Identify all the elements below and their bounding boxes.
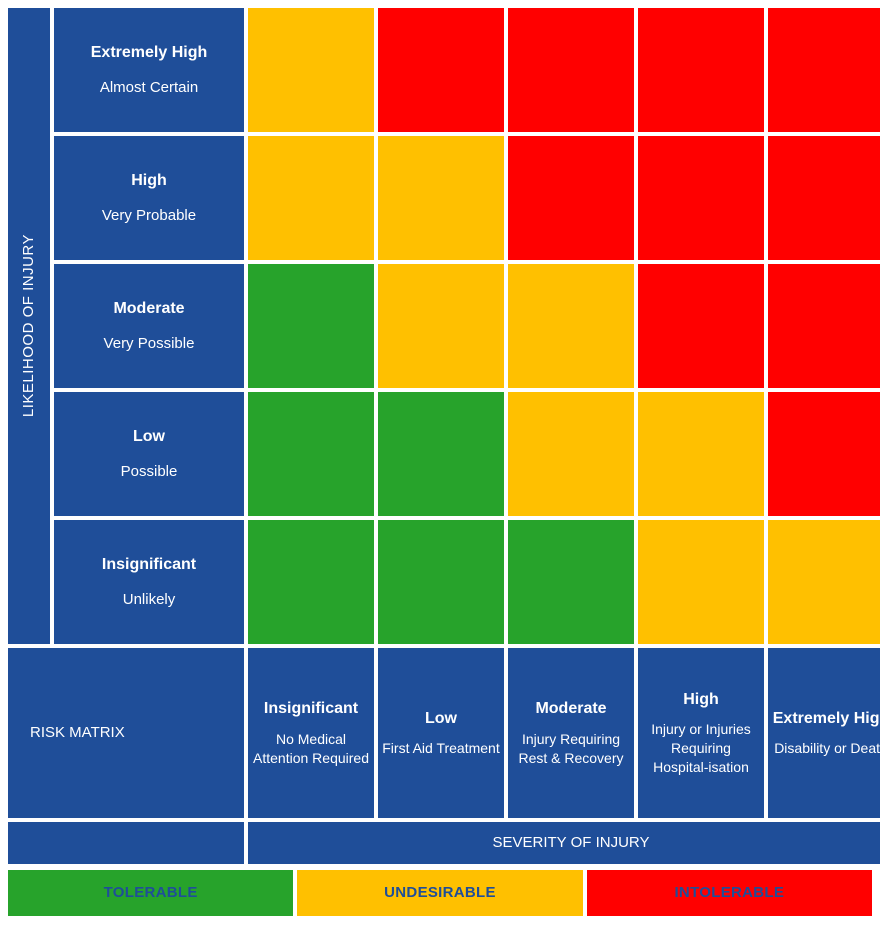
likelihood-title: High [131,170,167,192]
risk-cell-r0-c1 [378,8,504,132]
severity-subtitle: Injury Requiring Rest & Recovery [512,730,630,768]
severity-header-0: Insignificant No Medical Attention Requir… [248,648,374,818]
likelihood-title: Low [133,426,165,448]
legend: TOLERABLE UNDESIRABLE INTOLERABLE [8,870,872,916]
risk-cell-r2-c2 [508,264,634,388]
risk-cell-r1-c1 [378,136,504,260]
likelihood-subtitle: Very Probable [102,206,196,226]
x-axis-label-cell: SEVERITY OF INJURY [248,822,880,864]
likelihood-subtitle: Possible [121,462,178,482]
likelihood-subtitle: Unlikely [123,590,176,610]
risk-cell-r1-c3 [638,136,764,260]
severity-title: Extremely High [773,708,880,730]
x-axis-blank [8,822,244,864]
x-axis-label: SEVERITY OF INJURY [493,833,650,853]
likelihood-header-2: Moderate Very Possible [54,264,244,388]
risk-cell-r4-c1 [378,520,504,644]
corner-label-cell: RISK MATRIX [8,648,244,818]
risk-cell-r1-c4 [768,136,880,260]
severity-title: High [683,689,719,711]
risk-cell-r0-c4 [768,8,880,132]
risk-cell-r0-c2 [508,8,634,132]
risk-cell-r2-c3 [638,264,764,388]
severity-subtitle: First Aid Treatment [382,739,499,758]
risk-cell-r3-c0 [248,392,374,516]
legend-label: UNDESIRABLE [384,883,496,903]
risk-cell-r3-c3 [638,392,764,516]
risk-matrix: LIKELIHOOD OF INJURY Extremely High Almost… [8,8,872,864]
legend-item-1: UNDESIRABLE [297,870,582,916]
legend-item-2: INTOLERABLE [587,870,872,916]
risk-cell-r3-c1 [378,392,504,516]
severity-title: Insignificant [264,698,358,720]
risk-cell-r2-c1 [378,264,504,388]
legend-label: INTOLERABLE [674,883,784,903]
risk-cell-r0-c3 [638,8,764,132]
risk-cell-r1-c2 [508,136,634,260]
risk-cell-r2-c4 [768,264,880,388]
likelihood-header-4: Insignificant Unlikely [54,520,244,644]
severity-subtitle: Disability or Death [774,739,880,758]
severity-header-1: Low First Aid Treatment [378,648,504,818]
severity-subtitle: No Medical Attention Required [252,730,370,768]
likelihood-title: Moderate [113,298,184,320]
severity-subtitle: Injury or Injuries Requiring Hospital-is… [642,720,760,777]
severity-header-2: Moderate Injury Requiring Rest & Recovery [508,648,634,818]
severity-header-4: Extremely High Disability or Death [768,648,880,818]
risk-cell-r4-c3 [638,520,764,644]
risk-cell-r0-c0 [248,8,374,132]
risk-cell-r4-c2 [508,520,634,644]
legend-item-0: TOLERABLE [8,870,293,916]
likelihood-title: Insignificant [102,554,196,576]
risk-cell-r2-c0 [248,264,374,388]
severity-title: Moderate [535,698,606,720]
risk-cell-r4-c0 [248,520,374,644]
likelihood-title: Extremely High [91,42,207,64]
likelihood-header-1: High Very Probable [54,136,244,260]
likelihood-header-3: Low Possible [54,392,244,516]
y-axis-label: LIKELIHOOD OF INJURY [8,8,50,644]
likelihood-subtitle: Very Possible [104,334,195,354]
severity-title: Low [425,708,457,730]
likelihood-header-0: Extremely High Almost Certain [54,8,244,132]
severity-header-3: High Injury or Injuries Requiring Hospita… [638,648,764,818]
risk-cell-r1-c0 [248,136,374,260]
risk-cell-r3-c2 [508,392,634,516]
y-axis-text: LIKELIHOOD OF INJURY [19,234,39,417]
legend-label: TOLERABLE [104,883,198,903]
likelihood-subtitle: Almost Certain [100,78,198,98]
risk-cell-r4-c4 [768,520,880,644]
risk-cell-r3-c4 [768,392,880,516]
corner-label: RISK MATRIX [30,723,125,743]
